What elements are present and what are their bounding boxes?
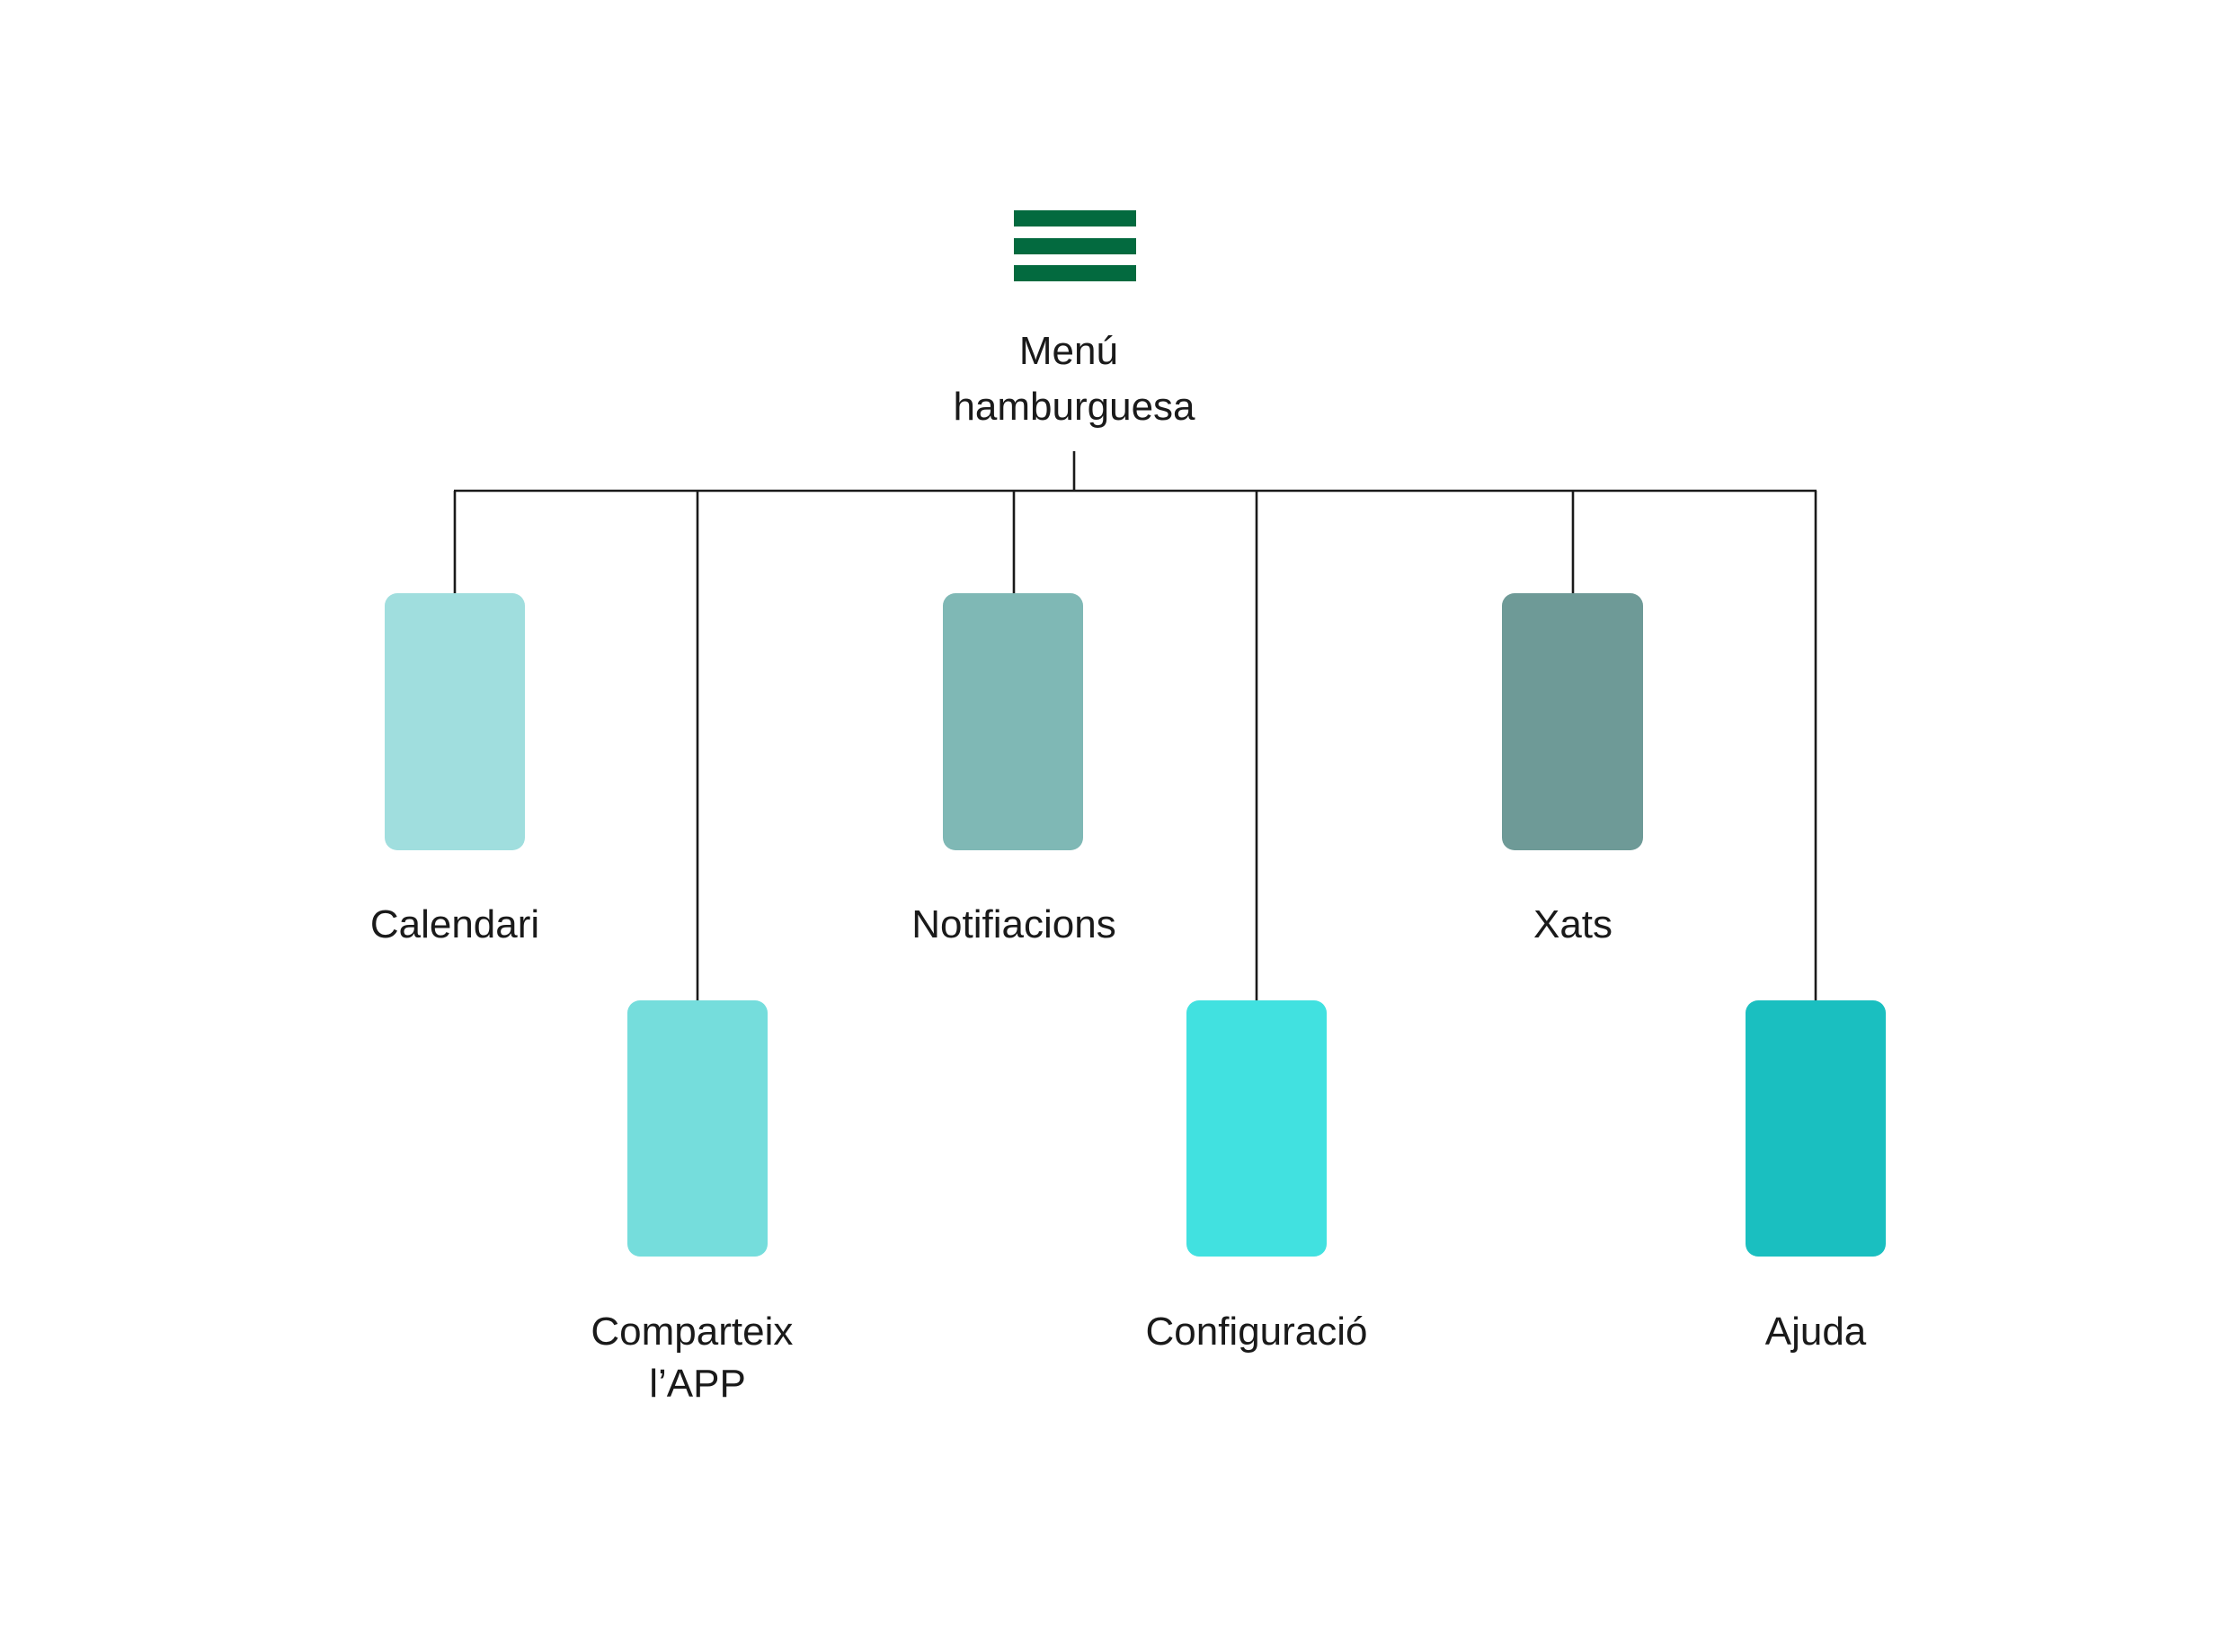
item-label-comparteix-app-line-2: l’APP bbox=[649, 1362, 746, 1406]
item-label-calendari-line-1: Calendari bbox=[370, 902, 539, 946]
item-box-notifiacions bbox=[943, 593, 1083, 850]
item-box-ajuda bbox=[1746, 1000, 1886, 1257]
item-box-calendari bbox=[385, 593, 525, 850]
item-label-xats: Xats bbox=[1533, 902, 1613, 946]
item-label-configuracio-line-1: Configuració bbox=[1145, 1310, 1367, 1354]
root-label: Menú hamburguesa bbox=[953, 329, 1195, 429]
item-label-ajuda: Ajuda bbox=[1765, 1310, 1867, 1354]
menu-item-ajuda: Ajuda bbox=[1746, 1000, 1886, 1354]
hamburger-bar-bottom bbox=[1014, 265, 1136, 281]
item-label-notifiacions: Notifiacions bbox=[911, 902, 1115, 946]
item-label-calendari: Calendari bbox=[370, 902, 539, 946]
menu-item-calendari: Calendari bbox=[370, 593, 539, 946]
item-label-xats-line-1: Xats bbox=[1533, 902, 1613, 946]
item-label-ajuda-line-1: Ajuda bbox=[1765, 1310, 1867, 1354]
menu-item-configuracio: Configuració bbox=[1145, 1000, 1368, 1354]
item-label-comparteix-app: Comparteix l’APP bbox=[591, 1310, 804, 1406]
menu-item-comparteix-app: Comparteix l’APP bbox=[591, 1000, 804, 1406]
item-box-xats bbox=[1502, 593, 1643, 850]
item-box-comparteix-app bbox=[627, 1000, 768, 1257]
hamburger-bar-middle bbox=[1014, 238, 1136, 254]
connector-lines bbox=[453, 451, 1817, 1000]
root-label-line-2: hamburguesa bbox=[953, 385, 1195, 429]
root-label-line-1: Menú bbox=[1019, 329, 1118, 373]
item-box-configuracio bbox=[1186, 1000, 1327, 1257]
menu-item-xats: Xats bbox=[1502, 593, 1643, 946]
item-label-comparteix-app-line-1: Comparteix bbox=[591, 1310, 793, 1354]
item-label-configuracio: Configuració bbox=[1145, 1310, 1367, 1354]
menu-item-notifiacions: Notifiacions bbox=[911, 593, 1116, 946]
hamburger-bar-top bbox=[1014, 210, 1136, 226]
hamburger-menu-icon bbox=[1014, 210, 1136, 281]
item-label-notifiacions-line-1: Notifiacions bbox=[911, 902, 1115, 946]
